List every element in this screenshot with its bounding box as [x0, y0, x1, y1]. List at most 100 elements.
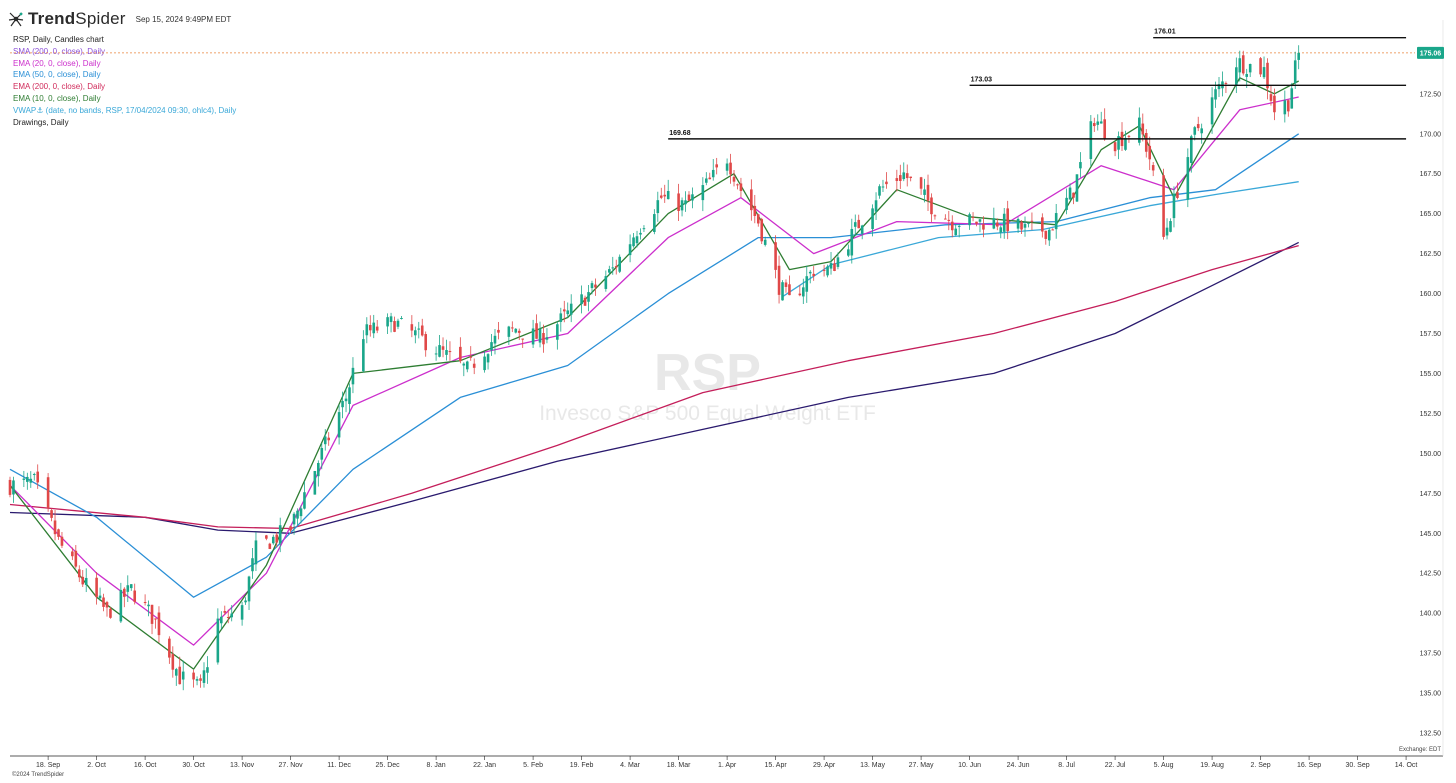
legend-item[interactable]: EMA (10, 0, close), Daily [13, 93, 101, 103]
candle-up [1054, 213, 1058, 230]
candle-up [465, 361, 469, 370]
candle-down [715, 164, 718, 168]
candle-up [341, 401, 344, 408]
legend-item[interactable]: EMA (20, 0, close), Daily [13, 58, 101, 68]
y-tick-label: 167.50 [1420, 171, 1442, 178]
candle-up [639, 232, 642, 235]
indicator-line [9, 133, 1300, 598]
candle-down [947, 219, 951, 221]
x-tick-label: 5. Feb [523, 762, 543, 769]
y-tick-label: 162.50 [1420, 251, 1442, 258]
candle-up [1172, 193, 1176, 219]
candle-down [774, 242, 777, 270]
candle-up [372, 322, 376, 334]
candle-up [580, 294, 583, 305]
candle-up [1200, 128, 1203, 134]
x-tick-label: 5. Aug [1154, 762, 1174, 769]
y-tick-label: 140.00 [1420, 611, 1442, 618]
candle-down [57, 529, 60, 537]
candle-down [1259, 58, 1262, 75]
exchange-label: Exchange: EDT [1399, 747, 1442, 753]
candle-up [1016, 218, 1020, 229]
candle-up [871, 208, 874, 230]
candle-up [483, 356, 486, 371]
candle-up [763, 239, 767, 245]
candle-up [247, 576, 251, 602]
candle-down [420, 325, 424, 336]
candle-down [822, 269, 826, 271]
candle-up [632, 237, 635, 247]
x-tick-label: 16. Oct [134, 762, 157, 769]
candle-up [1099, 121, 1103, 124]
last-price-label: 175.06 [1420, 50, 1442, 57]
legend-item[interactable]: Drawings, Daily [13, 117, 69, 127]
candle-up [853, 222, 857, 227]
watermark-name: Invesco S&P 500 Equal Weight ETF [539, 402, 876, 425]
candle-down [327, 437, 331, 441]
legend-item[interactable]: EMA (50, 0, close), Daily [13, 70, 101, 80]
legend-item[interactable]: RSP, Daily, Candles chart [13, 35, 104, 44]
timestamp: Sep 15, 2024 9:49PM EDT [135, 14, 232, 24]
candle-up [32, 474, 36, 476]
candle-down [542, 333, 545, 345]
candle-up [386, 317, 389, 327]
x-tick-label: 15. Apr [764, 762, 787, 769]
candle-up [545, 337, 549, 340]
y-tick-label: 147.50 [1420, 491, 1442, 498]
candle-down [1286, 100, 1290, 112]
candle-up [22, 478, 26, 480]
candle-up [119, 589, 123, 622]
x-tick-label: 2. Oct [87, 762, 106, 769]
brand-name: TrendSpider [28, 9, 126, 28]
candle-up [531, 328, 535, 345]
candle-down [157, 612, 161, 636]
candle-up [618, 256, 621, 272]
candle-up [1235, 67, 1238, 86]
candle-up [251, 558, 254, 572]
candle-down [1030, 220, 1034, 222]
x-tick-label: 30. Sep [1346, 762, 1370, 769]
candle-up [829, 263, 833, 269]
candle-down [226, 617, 230, 619]
candle-down [81, 576, 85, 585]
legend-item[interactable]: VWAP⚓ (date, no bands, RSP, 17/04/2024 0… [13, 105, 237, 115]
candle-down [919, 177, 923, 189]
candle-down [1266, 62, 1269, 89]
candle-up [1068, 187, 1072, 200]
candle-up [1117, 136, 1120, 150]
candle-down [909, 176, 912, 179]
brand-logo[interactable]: TrendSpider [8, 9, 126, 29]
candle-up [902, 172, 906, 180]
legend-item[interactable]: EMA (200, 0, close), Daily [13, 82, 106, 92]
candle-down [1162, 175, 1165, 237]
candle-down [777, 265, 781, 295]
candle-down [1224, 83, 1228, 85]
x-tick-label: 22. Jan [473, 762, 496, 769]
legend-item[interactable]: SMA (200, 0, close), Daily [13, 46, 106, 56]
candle-up [206, 667, 209, 673]
candle-up [320, 448, 324, 460]
candle-up [438, 345, 441, 357]
candle-up [878, 186, 881, 196]
candle-down [1103, 119, 1106, 139]
candle-up [486, 354, 490, 363]
spider-logo-icon [8, 12, 24, 27]
candle-up [147, 604, 150, 607]
candle-down [1196, 124, 1200, 129]
y-tick-label: 152.50 [1420, 411, 1442, 418]
candle-up [957, 225, 961, 227]
candle-down [95, 577, 98, 597]
last-price-badge [1417, 46, 1444, 59]
candle-up [1248, 63, 1252, 73]
candle-up [1293, 60, 1297, 84]
candle-up [684, 200, 687, 205]
x-tick-label: 16. Sep [1297, 762, 1321, 769]
y-tick-label: 172.50 [1420, 91, 1442, 98]
candle-down [150, 604, 154, 624]
candle-up [1079, 162, 1082, 169]
candle-down [950, 221, 954, 231]
candle-down [736, 184, 739, 186]
y-tick-label: 155.00 [1420, 371, 1442, 378]
candle-up [874, 200, 878, 212]
